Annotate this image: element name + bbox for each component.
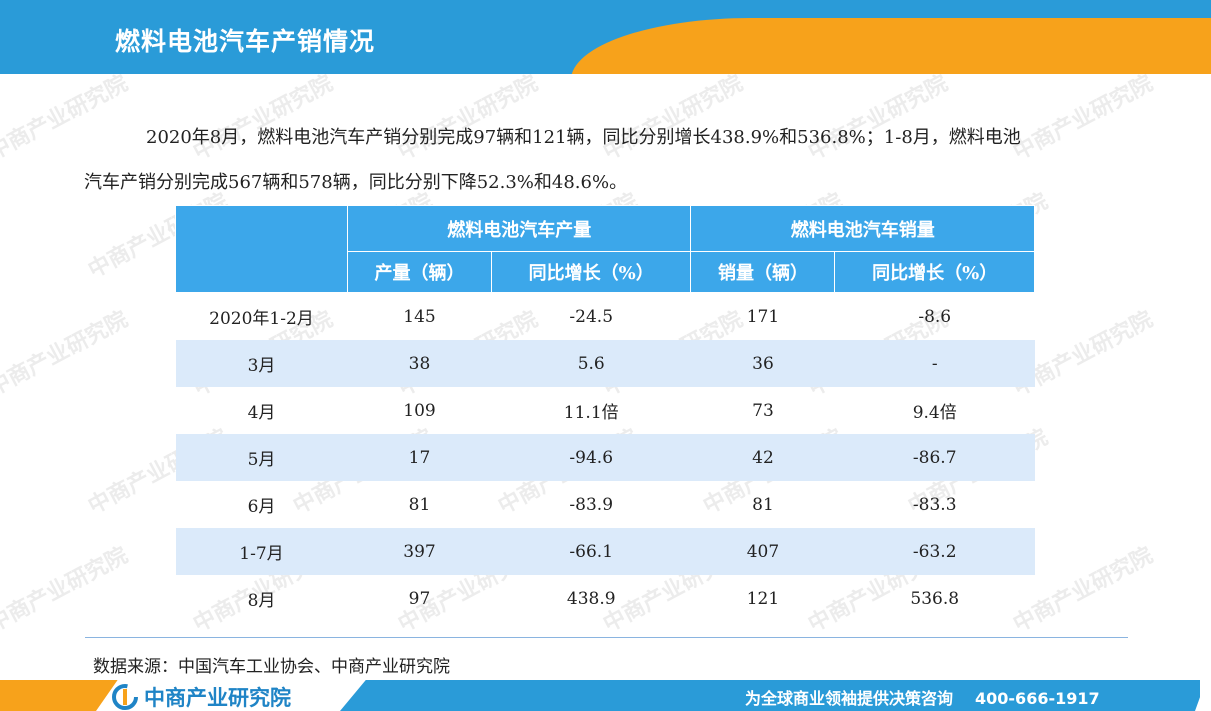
cell-production-yoy: -66.1 <box>491 528 691 575</box>
cell-production: 145 <box>403 306 436 327</box>
group-header-production: 燃料电池汽车产量 <box>346 205 692 252</box>
cell-sales: 73 <box>752 400 774 421</box>
row-period: 4月 <box>247 403 276 423</box>
cell-sales: 36 <box>690 340 835 387</box>
footer-phone: 400-666-1917 <box>975 689 1100 708</box>
cell-production-yoy: 438.9 <box>566 588 616 609</box>
intro-paragraph: 2020年8月，燃料电池汽车产销分别完成97辆和121辆，同比分别增长438.9… <box>84 115 1134 205</box>
table-row: 6月 81 -83.9 81 -83.3 <box>176 481 1035 528</box>
footer-slogan-block: 为全球商业领袖提供决策咨询 400-666-1917 <box>745 685 1100 709</box>
askci-c-logo-icon <box>112 684 138 710</box>
row-period: 6月 <box>247 497 276 517</box>
table-row: 2020年1-2月 145 -24.5 171 -8.6 <box>176 293 1035 341</box>
footer-bar: 中商产业研究院 为全球商业领袖提供决策咨询 400-666-1917 <box>0 680 1211 711</box>
watermark-text: 中商产业研究院 <box>0 543 133 638</box>
cell-production-yoy: -24.5 <box>569 306 614 327</box>
table-row: 5月 17 -94.6 42 -86.7 <box>175 434 1035 481</box>
cell-sales: 171 <box>746 306 780 327</box>
col-header-production-yoy: 同比增长（%） <box>490 251 692 293</box>
table-sub-header-row: 产量（辆） 同比增长（%） 销量（辆） 同比增长（%） <box>176 251 1035 293</box>
cell-sales: 42 <box>690 434 835 481</box>
cell-sales-yoy: - <box>834 340 1035 387</box>
cell-production: 97 <box>408 588 431 609</box>
table-row: 3月 38 5.6 36 - <box>175 340 1035 387</box>
cell-sales: 81 <box>752 494 774 515</box>
footer-blue-block <box>340 680 1200 711</box>
watermark-text: 中商产业研究院 <box>0 307 133 402</box>
table-corner-cell <box>175 205 348 293</box>
row-period: 2020年1-2月 <box>209 309 314 329</box>
source-divider <box>85 637 1128 638</box>
group-header-sales: 燃料电池汽车销量 <box>690 205 1035 252</box>
cell-production-yoy: 11.1倍 <box>563 403 619 423</box>
cell-production: 81 <box>408 494 431 515</box>
table-group-header-row: 燃料电池汽车产量 燃料电池汽车销量 <box>175 205 1035 293</box>
page-title: 燃料电池汽车产销情况 <box>115 27 376 56</box>
cell-sales-yoy: -8.6 <box>918 306 952 327</box>
cell-sales-yoy: -83.3 <box>912 494 957 515</box>
table-row: 1-7月 397 -66.1 407 -63.2 <box>175 528 1035 575</box>
cell-sales-yoy: 536.8 <box>910 588 960 609</box>
col-header-production: 产量（辆） <box>347 251 492 293</box>
footer-slogan: 为全球商业领袖提供决策咨询 <box>745 689 954 708</box>
footer-logo-text: 中商产业研究院 <box>144 686 291 710</box>
cell-production: 397 <box>347 528 492 575</box>
row-period: 3月 <box>175 340 348 387</box>
cell-production: 38 <box>347 340 492 387</box>
intro-line-1: 2020年8月，燃料电池汽车产销分别完成97辆和121辆，同比分别增长438.9… <box>146 127 1021 148</box>
footer-logo: 中商产业研究院 <box>112 682 291 711</box>
intro-line-2: 汽车产销分别完成567辆和578辆，同比分别下降52.3%和48.6%。 <box>84 172 628 193</box>
cell-production-yoy: 5.6 <box>491 340 691 387</box>
header-divider <box>0 74 1211 80</box>
col-header-sales: 销量（辆） <box>690 251 836 293</box>
row-period: 8月 <box>247 591 276 611</box>
cell-production: 109 <box>403 400 436 421</box>
footer-white-block <box>96 680 366 711</box>
production-sales-table: 燃料电池汽车产量 燃料电池汽车销量 产量（辆） 同比增长（%） 销量（辆） 同比… <box>175 205 1035 622</box>
table-row: 4月 109 11.1倍 73 9.4倍 <box>176 387 1035 434</box>
cell-production-yoy: -83.9 <box>569 494 614 515</box>
cell-sales: 407 <box>690 528 835 575</box>
footer-orange-block <box>0 680 118 711</box>
header-orange-swoosh <box>571 18 1211 80</box>
col-header-sales-yoy: 同比增长（%） <box>834 251 1035 293</box>
cell-production-yoy: -94.6 <box>491 434 691 481</box>
table-row: 8月 97 438.9 121 536.8 <box>176 575 1035 622</box>
cell-sales: 121 <box>746 588 780 609</box>
data-source-note: 数据来源：中国汽车工业协会、中商产业研究院 <box>93 657 450 677</box>
row-period: 1-7月 <box>175 528 348 575</box>
row-period: 5月 <box>175 434 348 481</box>
cell-sales-yoy: -63.2 <box>834 528 1035 575</box>
cell-production: 17 <box>347 434 492 481</box>
cell-sales-yoy: -86.7 <box>834 434 1035 481</box>
header-banner: 燃料电池汽车产销情况 <box>0 0 1211 80</box>
cell-sales-yoy: 9.4倍 <box>912 403 957 423</box>
